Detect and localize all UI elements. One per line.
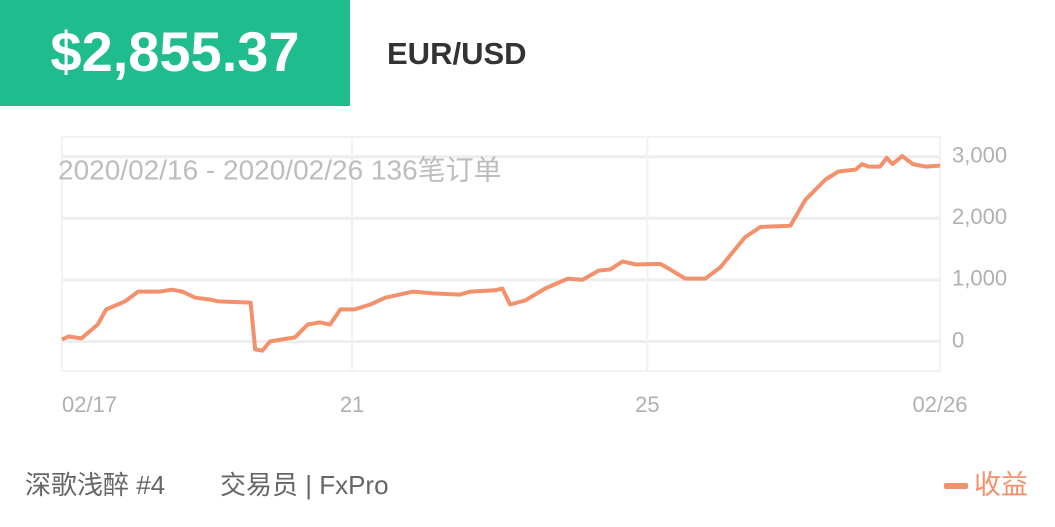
x-tick-label: 21 [340, 392, 364, 417]
legend: 收益 [944, 470, 1028, 500]
legend-label: 收益 [974, 470, 1028, 500]
x-tick-label: 25 [635, 392, 659, 417]
role: 交易员 | FxPro [220, 470, 389, 500]
symbol: EUR/USD [387, 36, 527, 71]
series-line [61, 154, 941, 353]
x-tick-label: 02/26 [912, 392, 967, 417]
y-tick-label: 1,000 [952, 266, 1007, 291]
amount-box [0, 0, 350, 106]
y-tick-label: 2,000 [952, 204, 1007, 229]
y-tick-label: 0 [952, 327, 964, 352]
legend-swatch [944, 483, 968, 489]
amount: $2,855.37 [50, 20, 299, 83]
annotation: 2020/02/16 - 2020/02/26 136笔订单 [58, 154, 502, 185]
x-tick-label: 02/17 [62, 392, 117, 417]
plot [61, 136, 941, 372]
y-tick-label: 3,000 [952, 143, 1007, 168]
trader: 深歌浅醉 #4 [25, 470, 165, 500]
